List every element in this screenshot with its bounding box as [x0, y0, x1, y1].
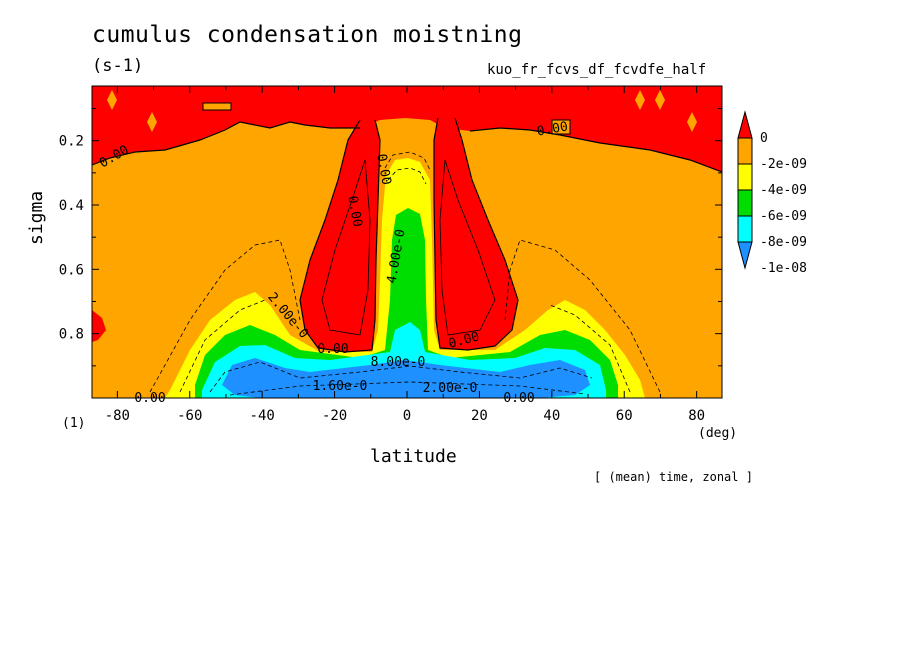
contour-label: 0.00 [134, 391, 165, 406]
zero-contour-right-tower [433, 117, 519, 351]
axis-corner-label: (1) [62, 416, 86, 431]
band-red-right [434, 118, 518, 350]
box-1 [202, 102, 232, 111]
colorbar-swatch [737, 137, 753, 165]
x-tick-label: -40 [250, 408, 275, 424]
x-tick-label: -80 [105, 408, 130, 424]
colorbar-label: -8e-09 [760, 235, 807, 250]
chart-title: cumulus condensation moistning [92, 22, 523, 48]
contour-label: 0.00 [344, 195, 364, 228]
inner-contour-left [321, 159, 371, 336]
colorbar-top-arrow [737, 110, 753, 139]
colorbar-label: -6e-09 [760, 209, 807, 224]
colorbar-swatch [737, 163, 753, 191]
zero-contour-left-tower [299, 119, 381, 353]
y-tick-label: 0.8 [59, 327, 84, 343]
zero-contour-top [92, 121, 722, 173]
run-name: kuo_fr_fcvs_df_fcvdfe_half [487, 62, 707, 78]
x-tick-label: 60 [616, 408, 633, 424]
y-axis: 0.2 0.4 0.6 0.8 [59, 108, 722, 367]
contour-label: 0.00 [373, 153, 393, 186]
filled-contours [92, 86, 722, 398]
diamond-3 [635, 90, 645, 110]
colorbar-label: -2e-09 [760, 157, 807, 172]
contour-label: 0.00 [503, 391, 534, 406]
box-2 [551, 119, 571, 135]
band-red-top [92, 86, 722, 172]
colorbar-swatch [737, 189, 753, 217]
negative-contours [149, 151, 661, 396]
x-tick-label: 0 [403, 408, 411, 424]
band-green [195, 208, 618, 398]
x-tick-label: -20 [322, 408, 347, 424]
colorbar: 0 -2e-09 -4e-09 -6e-09 -8e-09 -1e-08 [737, 110, 807, 276]
chart-units: (s-1) [92, 56, 144, 76]
contour-label: 0.00 [536, 119, 569, 139]
x-axis-units: (deg) [698, 426, 738, 441]
colorbar-label: -4e-09 [760, 183, 807, 198]
y-tick-label: 0.2 [59, 134, 84, 150]
x-tick-label: 20 [471, 408, 488, 424]
contour-label: 8.00e-0 [371, 355, 426, 370]
y-tick-label: 0.6 [59, 262, 84, 278]
diamond-1 [107, 90, 117, 110]
contour-label: 1.60e-0 [313, 379, 368, 394]
band-blue [222, 358, 590, 398]
colorbar-bottom-arrow [737, 241, 753, 270]
x-tick-label: 40 [543, 408, 560, 424]
diamond-4 [655, 90, 665, 110]
colorbar-label: -1e-08 [760, 261, 807, 276]
diamond-2 [147, 112, 157, 132]
diamond-5 [687, 112, 697, 132]
inner-contour-right [439, 159, 496, 336]
contour-label: 0.00 [317, 342, 348, 357]
contour-label: 2.00e-0 [423, 381, 478, 396]
footnote: [ (mean) time, zonal ] [594, 470, 753, 484]
colorbar-label: 0 [760, 131, 768, 146]
y-tick-label: 0.4 [59, 198, 84, 214]
x-axis-label: latitude [370, 446, 457, 467]
x-tick-label: -60 [177, 408, 202, 424]
colorbar-swatch [737, 215, 753, 243]
x-axis: -80 -60 -40 -20 0 20 40 60 80 [105, 86, 705, 424]
x-tick-label: 80 [688, 408, 705, 424]
